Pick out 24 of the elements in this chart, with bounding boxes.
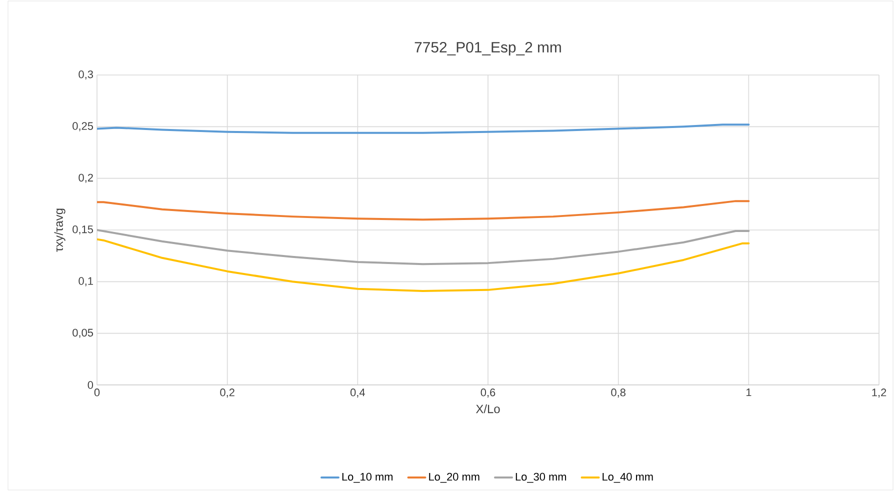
y-tick-label: 0,25 (72, 122, 94, 132)
x-tick-label: 1,2 (872, 388, 886, 398)
legend-label: Lo_40 mm (602, 472, 653, 483)
x-tick-label: 0 (94, 388, 100, 396)
y-tick-label: 0,15 (72, 225, 94, 235)
y-tick-label: 0,2 (78, 174, 93, 183)
line-series (97, 200, 750, 221)
y-tick-label: 0,1 (78, 277, 93, 286)
x-tick-label: 0,6 (480, 388, 496, 398)
x-tick-label: 0,8 (611, 388, 626, 398)
line-series (97, 229, 750, 266)
y-axis-title: τxy/τavg (54, 208, 66, 252)
x-tick-label: 0,4 (350, 388, 365, 398)
legend-label: Lo_30 mm (516, 472, 566, 483)
line-series (97, 238, 750, 292)
y-tick-label: 0,3 (78, 70, 93, 80)
y-tick-label: 0,05 (72, 328, 94, 338)
chart-title: 7752_P01_Esp_2 mm (414, 42, 561, 56)
x-axis-title: X/Lo (476, 404, 500, 414)
y-tick-label: 0 (88, 381, 94, 389)
legend-label: Lo_20 mm (429, 472, 480, 483)
legend-label: Lo_10 mm (342, 472, 393, 483)
x-tick-label: 0,2 (220, 388, 234, 398)
x-tick-label: 1 (746, 388, 752, 396)
